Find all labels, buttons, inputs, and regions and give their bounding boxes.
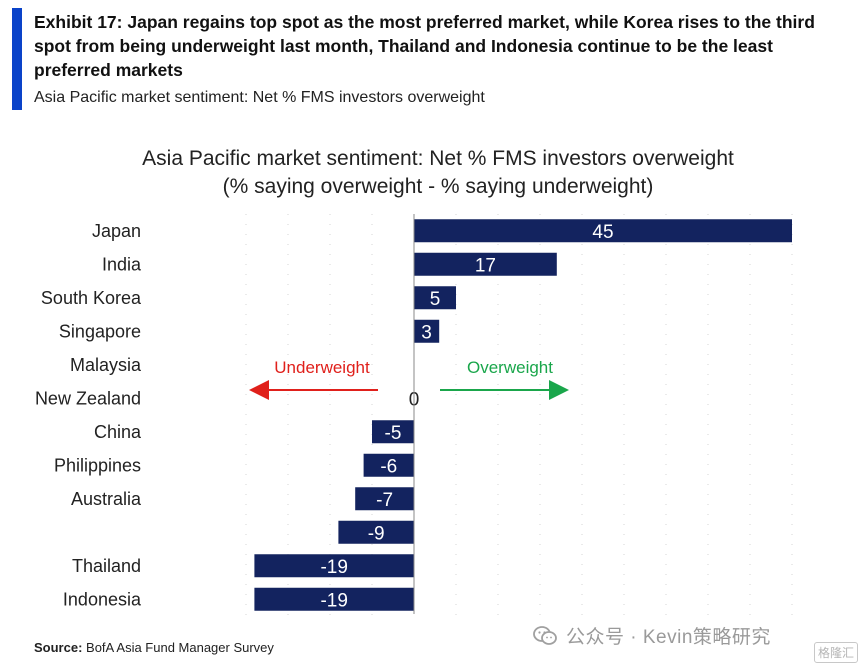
bar bbox=[414, 219, 792, 243]
bar bbox=[414, 252, 557, 276]
category-label: Australia bbox=[71, 489, 142, 509]
category-label: Indonesia bbox=[63, 589, 142, 609]
data-label: 45 bbox=[592, 222, 613, 243]
bar bbox=[363, 453, 414, 477]
category-label: Philippines bbox=[54, 455, 141, 475]
bar bbox=[414, 319, 440, 343]
data-label: 17 bbox=[475, 255, 496, 276]
watermark-text: 公众号 · Kevin策略研究 bbox=[566, 627, 771, 648]
exhibit-subtitle: Asia Pacific market sentiment: Net % FMS… bbox=[34, 89, 485, 106]
category-label: China bbox=[94, 422, 142, 442]
category-label: Thailand bbox=[72, 556, 141, 576]
bar bbox=[355, 487, 414, 511]
data-label: -9 bbox=[368, 523, 385, 544]
category-label: New Zealand bbox=[35, 388, 141, 408]
chart-subtitle: (% saying overweight - % saying underwei… bbox=[223, 175, 654, 198]
chart-title: Asia Pacific market sentiment: Net % FMS… bbox=[142, 147, 734, 170]
category-label: India bbox=[102, 254, 142, 274]
bar bbox=[338, 520, 414, 544]
data-label: -7 bbox=[376, 490, 393, 511]
source-note: Source: BofA Asia Fund Manager Survey bbox=[34, 640, 274, 655]
watermark: 公众号 · Kevin策略研究 bbox=[532, 622, 771, 649]
data-label: 3 bbox=[421, 322, 432, 343]
source-text: BofA Asia Fund Manager Survey bbox=[86, 640, 274, 655]
category-label: South Korea bbox=[41, 288, 142, 308]
bar bbox=[254, 587, 414, 611]
corner-watermark: 格隆汇 bbox=[813, 642, 858, 663]
category-labels: Japan India South Korea Singapore Malaysia Ne… bbox=[35, 221, 142, 610]
accent-bar bbox=[12, 8, 22, 110]
bar bbox=[254, 554, 414, 578]
bar bbox=[414, 286, 456, 310]
grid bbox=[245, 214, 793, 616]
overweight-label: Overweight bbox=[467, 358, 553, 377]
underweight-label: Underweight bbox=[274, 358, 370, 377]
data-label: 5 bbox=[430, 289, 441, 310]
category-label: Singapore bbox=[59, 321, 141, 341]
bar bbox=[372, 420, 414, 444]
data-label: -5 bbox=[385, 423, 402, 444]
data-label: -6 bbox=[380, 456, 397, 477]
bars bbox=[254, 219, 792, 611]
data-label: -19 bbox=[320, 557, 347, 578]
exhibit-title: Exhibit 17: Japan regains top spot as th… bbox=[34, 12, 815, 80]
wechat-icon bbox=[533, 625, 557, 645]
bar-chart: Asia Pacific market sentiment: Net % FMS… bbox=[35, 147, 793, 616]
category-label: Japan bbox=[92, 221, 141, 241]
source-label: Source: bbox=[34, 640, 83, 655]
data-label: -19 bbox=[320, 590, 347, 611]
category-label: Malaysia bbox=[70, 355, 142, 375]
